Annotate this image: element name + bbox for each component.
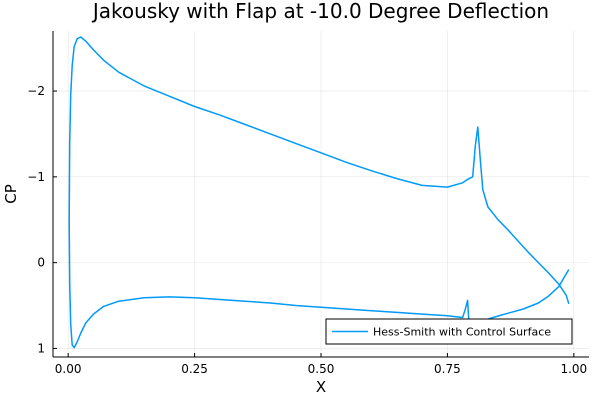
x-tick-label: 1.00 xyxy=(560,362,587,376)
series-line xyxy=(68,36,570,349)
x-tick-label: 0.75 xyxy=(434,362,461,376)
x-tick-label: 0.25 xyxy=(181,362,208,376)
legend-label: Hess-Smith with Control Surface xyxy=(373,326,551,339)
chart-title: Jakousky with Flap at -10.0 Degree Defle… xyxy=(91,0,549,23)
y-axis-label: CP xyxy=(2,184,20,204)
series-layer xyxy=(68,36,570,349)
y-tick-label: 0 xyxy=(37,256,45,270)
y-tick-label: −1 xyxy=(27,170,45,184)
y-tick-label: 1 xyxy=(37,341,45,355)
tick-layer: 0.00 0.25 0.50 0.75 1.00 −2 −1 0 1 xyxy=(27,84,587,376)
x-tick-label: 0.00 xyxy=(55,362,82,376)
grid-lines xyxy=(53,31,589,357)
y-tick-label: −2 xyxy=(27,84,45,98)
x-axis-label: X xyxy=(316,378,326,396)
x-tick-label: 0.50 xyxy=(308,362,335,376)
legend: Hess-Smith with Control Surface xyxy=(325,318,573,345)
